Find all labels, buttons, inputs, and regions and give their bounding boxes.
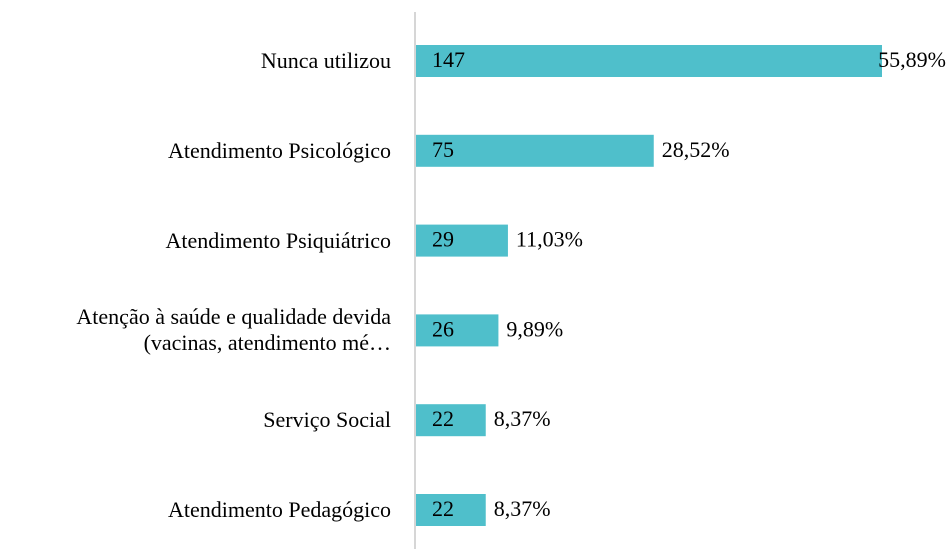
bar (416, 224, 508, 257)
value-label: 75 (432, 137, 454, 162)
percentage-label: 28,52% (662, 137, 730, 162)
bar (416, 404, 486, 437)
value-label: 22 (432, 406, 454, 431)
value-label: 22 (432, 496, 454, 521)
bar (416, 494, 486, 526)
category-label: Atendimento Psiquiátrico (165, 227, 391, 253)
category-label: Atendimento Pedagógico (167, 497, 391, 522)
category-label: Atenção à saúde e qualidade devida (vaci… (76, 304, 391, 356)
percentage-label: 8,37% (494, 406, 551, 431)
category-label: Serviço Social (263, 407, 391, 433)
category-label: Atendimento Psicológico (167, 137, 391, 163)
percentage-label: 55,89% (878, 47, 946, 72)
percentage-label: 11,03% (516, 227, 583, 252)
percentage-label: 8,37% (494, 496, 551, 521)
bar (416, 45, 882, 77)
bar (416, 134, 654, 167)
value-label: 29 (432, 227, 454, 252)
value-label: 147 (432, 47, 465, 72)
category-label: Nunca utilizou (260, 48, 391, 73)
bar (416, 314, 499, 347)
value-label: 26 (432, 316, 454, 341)
percentage-label: 9,89% (506, 316, 563, 341)
